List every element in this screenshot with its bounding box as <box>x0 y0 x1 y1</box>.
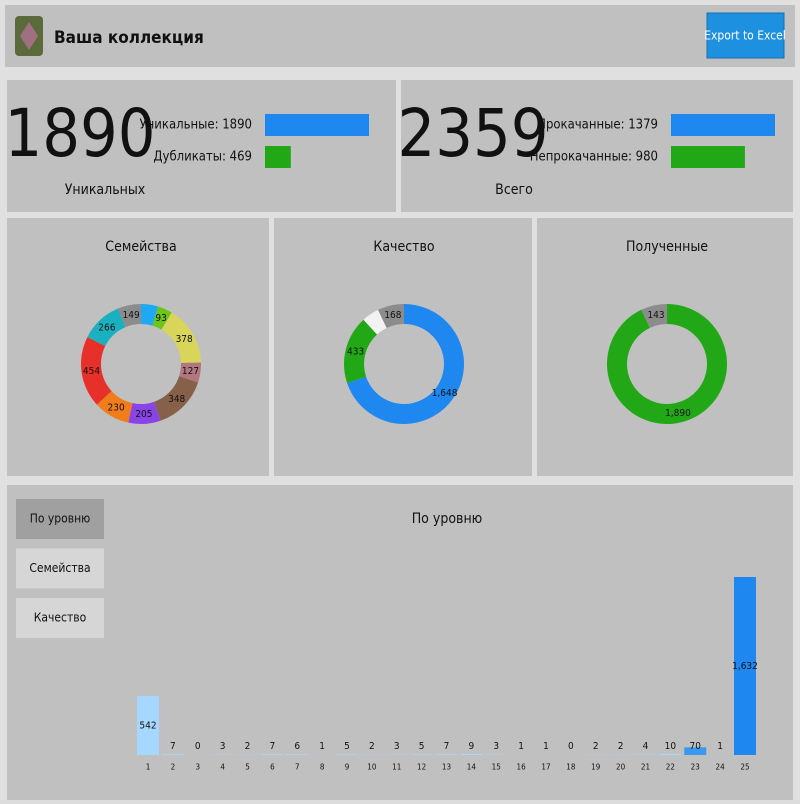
stat-bar <box>671 114 775 136</box>
x-tick-label: 15 <box>492 763 501 772</box>
bar-value-label: 1 <box>717 741 723 752</box>
bar-value-label: 2 <box>369 741 375 752</box>
chart-title: По уровню <box>412 511 483 527</box>
bar <box>261 754 283 755</box>
x-tick-label: 23 <box>691 763 700 772</box>
bar <box>436 754 458 755</box>
chart-panel <box>7 485 793 800</box>
bar <box>659 754 681 755</box>
x-tick-label: 1 <box>146 763 151 772</box>
bar-value-label: 5 <box>344 741 350 752</box>
x-tick-label: 17 <box>541 763 550 772</box>
x-tick-label: 18 <box>566 763 576 772</box>
x-tick-label: 3 <box>195 763 200 772</box>
donut-label: 454 <box>83 366 100 377</box>
donut-label: 433 <box>347 346 364 357</box>
bar-value-label: 1,632 <box>732 661 758 672</box>
bar-value-label: 2 <box>593 741 599 752</box>
tab-label[interactable]: Качество <box>34 611 87 625</box>
donut-title: Полученные <box>626 239 708 255</box>
stat-number: 2359 <box>397 95 548 172</box>
bar-value-label: 0 <box>568 741 574 752</box>
bar <box>411 754 433 755</box>
donut-label: 230 <box>108 402 125 413</box>
bar <box>286 754 308 755</box>
export-button-label[interactable]: Export to Excel <box>704 29 786 43</box>
bar <box>460 754 482 755</box>
x-tick-label: 21 <box>641 763 650 772</box>
x-tick-label: 10 <box>367 763 377 772</box>
donut-panel <box>537 218 793 476</box>
x-tick-label: 5 <box>245 763 250 772</box>
bar-value-label: 7 <box>270 741 276 752</box>
bar-value-label: 0 <box>195 741 201 752</box>
x-tick-label: 13 <box>442 763 451 772</box>
x-tick-label: 9 <box>345 763 350 772</box>
bar-value-label: 2 <box>245 741 251 752</box>
bar-value-label: 70 <box>690 741 702 752</box>
x-tick-label: 12 <box>417 763 426 772</box>
bar <box>336 754 358 755</box>
stat-bar-label: Непрокачанные: 980 <box>530 150 658 165</box>
bar-value-label: 7 <box>170 741 176 752</box>
stat-caption: Уникальных <box>65 182 146 198</box>
header-title: Ваша коллекция <box>54 28 204 48</box>
bar-value-label: 3 <box>220 741 226 752</box>
donut-label: 168 <box>384 310 401 321</box>
donut-label: 143 <box>647 310 664 321</box>
bar-value-label: 1 <box>319 741 325 752</box>
bar-value-label: 2 <box>618 741 624 752</box>
bar-value-label: 3 <box>394 741 400 752</box>
donut-label: 1,648 <box>432 388 458 399</box>
stat-bar-label: Прокачанные: 1379 <box>537 118 658 133</box>
bar-value-label: 4 <box>643 741 649 752</box>
stat-bar <box>265 114 369 136</box>
x-tick-label: 11 <box>392 763 401 772</box>
bar-value-label: 542 <box>139 720 156 731</box>
x-tick-label: 4 <box>220 763 225 772</box>
x-tick-label: 14 <box>467 763 477 772</box>
bar-value-label: 1 <box>518 741 524 752</box>
bar-value-label: 1 <box>543 741 549 752</box>
x-tick-label: 25 <box>740 763 749 772</box>
donut-label: 266 <box>98 322 115 333</box>
x-tick-label: 16 <box>517 763 527 772</box>
bar-value-label: 5 <box>419 741 425 752</box>
stat-bar <box>671 146 745 168</box>
donut-title: Семейства <box>105 239 176 255</box>
tab-label[interactable]: Семейства <box>29 561 90 575</box>
donut-title: Качество <box>373 239 435 255</box>
x-tick-label: 24 <box>716 763 726 772</box>
bar <box>162 754 184 755</box>
x-tick-label: 6 <box>270 763 275 772</box>
bar-value-label: 10 <box>665 741 677 752</box>
donut-label: 1,890 <box>665 408 691 419</box>
bar-value-label: 6 <box>294 741 300 752</box>
stat-number: 1890 <box>4 95 155 172</box>
stat-bar <box>265 146 291 168</box>
donut-label: 348 <box>168 394 185 405</box>
stat-bar-label: Дубликаты: 469 <box>153 150 252 165</box>
donut-panel <box>7 218 269 476</box>
donut-label: 205 <box>135 409 152 420</box>
bar-value-label: 7 <box>444 741 450 752</box>
x-tick-label: 2 <box>171 763 176 772</box>
donut-label: 149 <box>123 310 140 321</box>
stat-caption: Всего <box>495 182 533 198</box>
donut-label: 93 <box>155 313 166 324</box>
x-tick-label: 7 <box>295 763 300 772</box>
donut-label: 127 <box>182 366 199 377</box>
bar-value-label: 3 <box>493 741 499 752</box>
donut-label: 378 <box>176 334 193 345</box>
x-tick-label: 22 <box>666 763 675 772</box>
tab-label[interactable]: По уровню <box>30 512 91 526</box>
x-tick-label: 20 <box>616 763 626 772</box>
x-tick-label: 19 <box>591 763 601 772</box>
bar-value-label: 9 <box>469 741 475 752</box>
stat-bar-label: Уникальные: 1890 <box>140 118 252 133</box>
donut-panel <box>274 218 532 476</box>
x-tick-label: 8 <box>320 763 325 772</box>
